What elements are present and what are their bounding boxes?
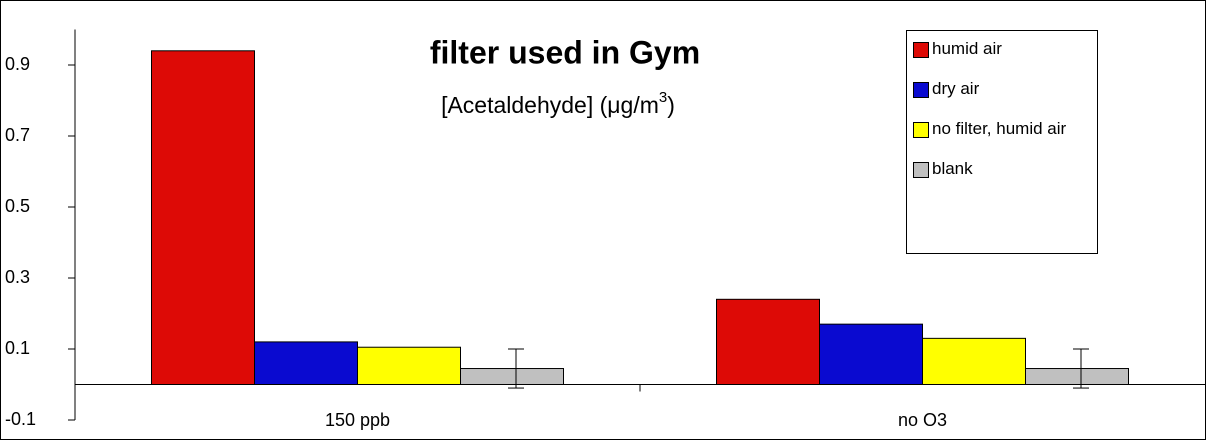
bar: [716, 298, 820, 385]
legend-label: humid air: [932, 39, 1002, 58]
subtitle-sup: 3: [659, 89, 667, 106]
legend-item: blank: [913, 159, 1091, 179]
bar: [254, 341, 358, 385]
legend-swatch: [913, 82, 929, 98]
bar: [819, 323, 923, 385]
chart-subtitle: [Acetaldehyde] (μg/m3): [441, 89, 675, 118]
bar: [151, 50, 255, 386]
subtitle-text: [Acetaldehyde] (μg/m: [441, 92, 659, 118]
legend-item: humid air: [913, 39, 1091, 59]
legend-label: dry air: [932, 79, 980, 98]
legend-swatch: [913, 42, 929, 58]
bar: [357, 346, 461, 386]
legend-label: blank: [932, 159, 973, 178]
bar: [922, 337, 1026, 386]
bar: [460, 368, 564, 385]
legend: humid air dry air no filter, humid air blan…: [906, 30, 1098, 254]
y-tick-label: 0.5: [5, 196, 30, 216]
legend-swatch: [913, 122, 929, 138]
y-tick-label: -0.1: [5, 409, 36, 429]
legend-item: no filter, humid air: [913, 119, 1091, 139]
bar: [1025, 368, 1129, 385]
y-tick-label: 0.7: [5, 125, 30, 145]
x-tick-label: no O3: [898, 410, 947, 430]
chart-title: filter used in Gym: [430, 34, 700, 70]
y-tick-label: 0.9: [5, 54, 30, 74]
subtitle-text: ): [667, 92, 675, 118]
y-tick-label: 0.1: [5, 338, 30, 358]
legend-item: dry air: [913, 79, 1091, 99]
x-tick-label: 150 ppb: [325, 410, 390, 430]
legend-swatch: [913, 162, 929, 178]
legend-label: no filter, humid air: [932, 119, 1067, 138]
y-tick-label: 0.3: [5, 267, 30, 287]
